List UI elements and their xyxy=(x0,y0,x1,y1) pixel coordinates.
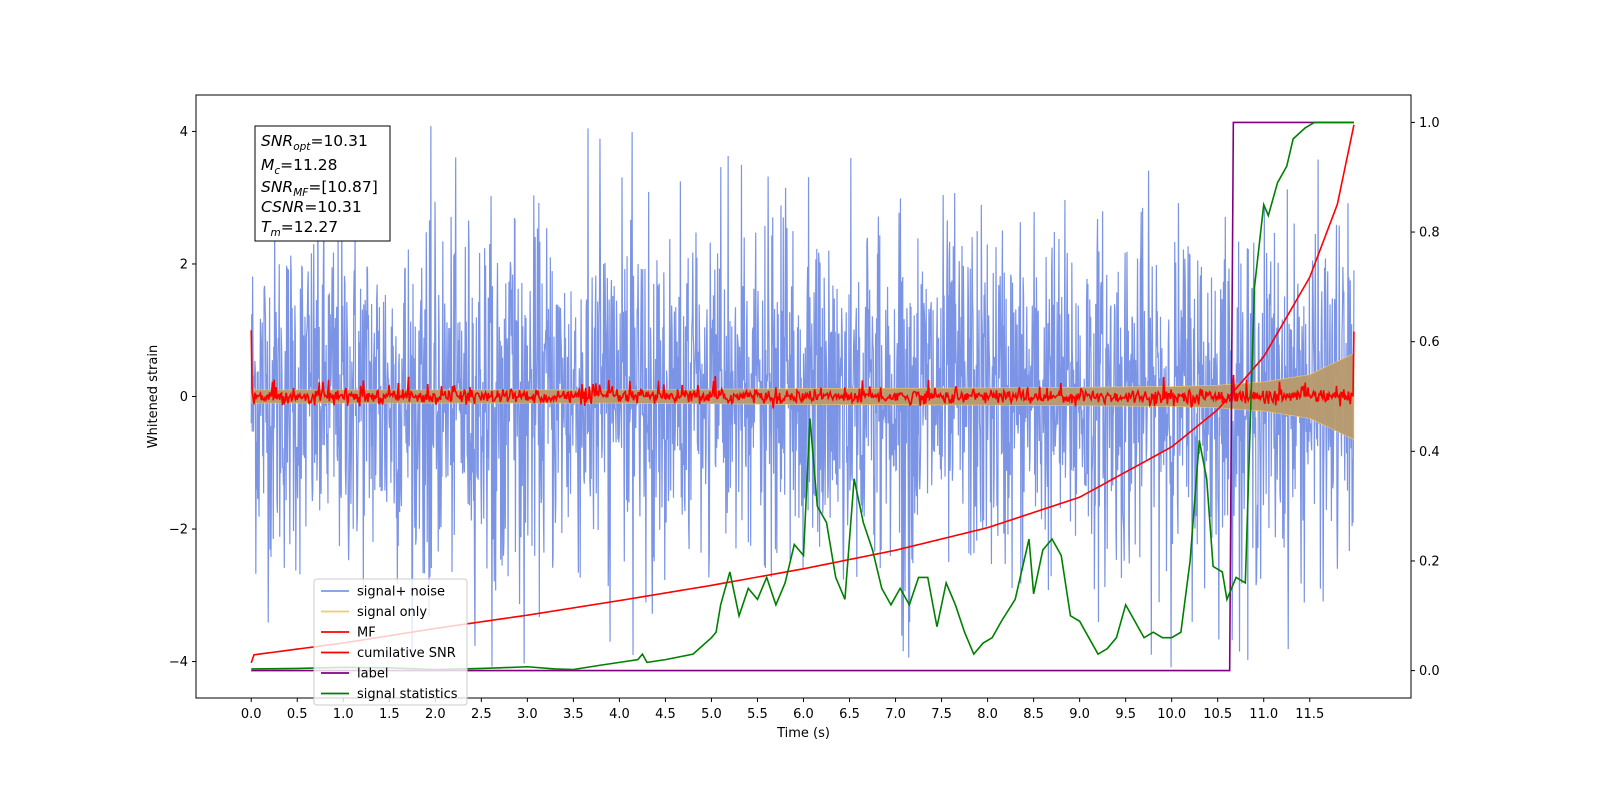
y2-tick-label: 0.2 xyxy=(1419,554,1440,569)
x-tick-label: 2.5 xyxy=(471,707,492,722)
series-signal-statistics xyxy=(251,121,1354,671)
annotation-csnr-value: 10.31 xyxy=(317,198,361,216)
legend-label: label xyxy=(357,667,388,682)
x-tick-label: 10.5 xyxy=(1203,707,1232,722)
x-tick-label: 11.5 xyxy=(1295,707,1324,722)
series-label xyxy=(251,121,1354,672)
series-signal-noise xyxy=(250,126,1355,668)
x-tick-label: 5.5 xyxy=(747,707,768,722)
x-tick-label: 1.0 xyxy=(333,707,354,722)
legend-label: signal+ noise xyxy=(357,585,445,600)
x-tick-label: 3.5 xyxy=(563,707,584,722)
annotation-snr-mf-value: [10.87] xyxy=(321,178,377,196)
x-tick-label: 6.5 xyxy=(839,707,860,722)
annotation-tm-value: 12.27 xyxy=(294,218,338,236)
legend-label: signal only xyxy=(357,605,427,620)
x-tick-label: 11.0 xyxy=(1249,707,1278,722)
y-axis-label: Whitened strain xyxy=(146,345,161,448)
legend-label: signal statistics xyxy=(357,687,458,702)
x-tick-label: 8.5 xyxy=(1023,707,1044,722)
x-axis-label: Time (s) xyxy=(776,726,830,741)
y-tick-label: −2 xyxy=(169,523,188,538)
annotation-snr-mf: SNRMF=[10.87] xyxy=(261,178,378,199)
annotation-snr-opt-value: 10.31 xyxy=(323,132,367,150)
series-layer xyxy=(250,121,1355,672)
x-tick-label: 1.5 xyxy=(379,707,400,722)
y-tick-label: 2 xyxy=(180,257,188,272)
legend: signal+ noise signal only MF cumilative SNR… xyxy=(313,578,468,706)
x-tick-label: 5.0 xyxy=(701,707,722,722)
y2-ticks: 0.0 0.2 0.4 0.6 0.8 1.0 xyxy=(1411,116,1440,679)
x-tick-label: 7.0 xyxy=(885,707,906,722)
legend-label: MF xyxy=(357,626,376,641)
x-tick-label: 6.0 xyxy=(793,707,814,722)
annotation-mc: Mc=11.28 xyxy=(261,156,338,177)
y2-tick-label: 0.4 xyxy=(1419,445,1440,460)
x-tick-label: 9.0 xyxy=(1069,707,1090,722)
x-tick-label: 9.5 xyxy=(1115,707,1136,722)
x-tick-label: 2.0 xyxy=(425,707,446,722)
series-mf xyxy=(250,330,1355,409)
x-tick-label: 0.5 xyxy=(287,707,308,722)
y2-tick-label: 1.0 xyxy=(1419,116,1440,131)
annotation-mc-value: 11.28 xyxy=(293,156,337,174)
annotation-snr-opt: SNRopt=10.31 xyxy=(261,132,368,153)
y2-tick-label: 0.8 xyxy=(1419,226,1440,241)
x-tick-label: 7.5 xyxy=(931,707,952,722)
x-tick-label: 3.0 xyxy=(517,707,538,722)
y2-tick-label: 0.0 xyxy=(1419,664,1440,679)
legend-label: cumilative SNR xyxy=(357,646,456,661)
x-ticks: 0.0 0.5 1.0 1.5 2.0 2.5 3.0 3.5 4.0 4.5 5.0 5.5 6.0 6… xyxy=(241,698,1324,722)
y-ticks: −4 −2 0 2 4 xyxy=(169,125,196,670)
annotation-csnr: CSNR=10.31 xyxy=(261,198,362,216)
annotation-box: SNRopt=10.31 Mc=11.28 SNRMF=[10.87] CSNR… xyxy=(254,125,391,242)
y2-tick-label: 0.6 xyxy=(1419,335,1440,350)
x-tick-label: 0.0 xyxy=(241,707,262,722)
x-tick-label: 4.0 xyxy=(609,707,630,722)
y-tick-label: −4 xyxy=(169,655,188,670)
x-tick-label: 4.5 xyxy=(655,707,676,722)
annotation-tm: Tm=12.27 xyxy=(261,218,338,239)
x-tick-label: 8.0 xyxy=(977,707,998,722)
y-tick-label: 0 xyxy=(180,390,188,405)
x-tick-label: 10.0 xyxy=(1157,707,1186,722)
legend-box xyxy=(313,578,468,706)
y-tick-label: 4 xyxy=(180,125,188,140)
